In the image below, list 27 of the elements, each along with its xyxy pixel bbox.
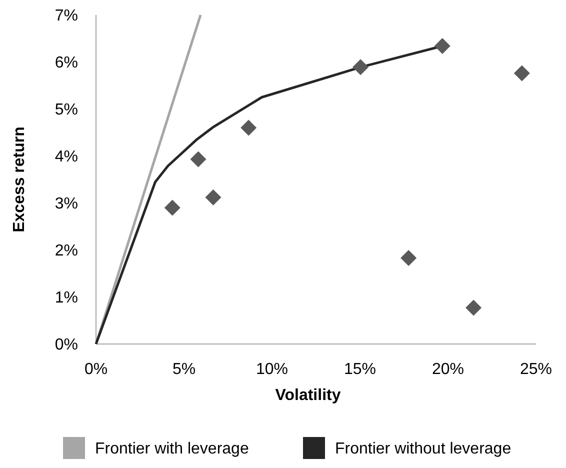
legend-label: Frontier without leverage: [335, 440, 512, 458]
point: [190, 151, 206, 168]
x-tick-label: 15%: [344, 361, 376, 378]
point: [434, 38, 450, 54]
y-axis-title: Excess return: [11, 126, 28, 232]
y-tick-label: 2%: [54, 242, 78, 260]
x-tick-label: 25%: [520, 361, 552, 378]
point: [466, 300, 482, 316]
x-tick-label: 0%: [84, 361, 108, 378]
point: [514, 65, 530, 82]
point: [164, 200, 180, 216]
x-axis-title: Volatility: [275, 387, 341, 404]
x-tick-label: 10%: [256, 361, 288, 378]
y-tick-label: 0%: [54, 336, 78, 354]
point: [352, 59, 369, 76]
x-tick-label: 20%: [432, 361, 464, 378]
point: [400, 250, 417, 266]
y-tick-label: 3%: [54, 196, 78, 213]
point: [205, 189, 222, 206]
x-tick-label: 5%: [172, 361, 196, 378]
y-tick-label: 4%: [54, 148, 78, 166]
point: [240, 120, 257, 136]
y-tick-label: 7%: [54, 8, 78, 25]
legend-label: Frontier with leverage: [95, 440, 249, 458]
y-tick-label: 1%: [54, 290, 78, 307]
y-tick-label: 6%: [54, 54, 78, 72]
y-tick-label: 5%: [54, 102, 78, 119]
